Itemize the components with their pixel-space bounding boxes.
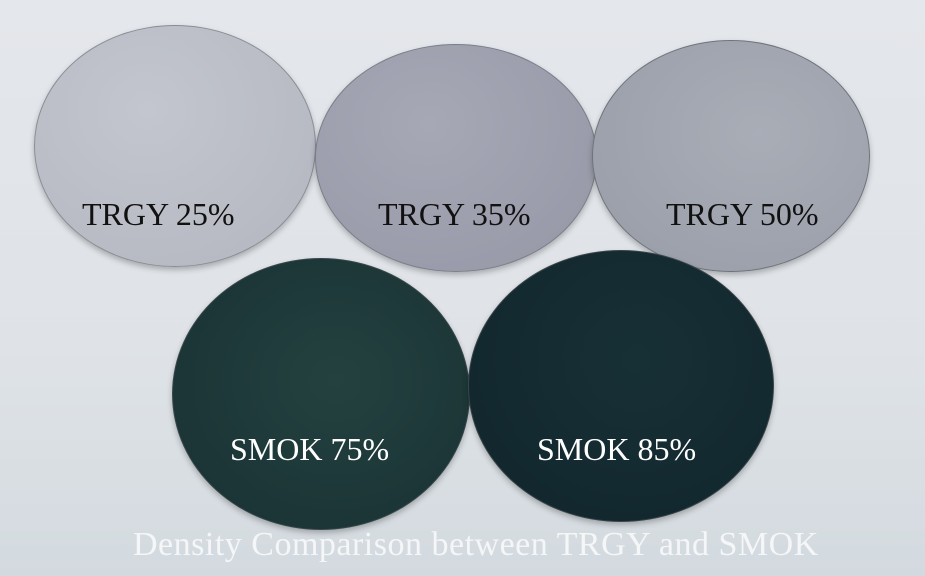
lens-smok-75 [172,258,470,530]
caption: Density Comparison between TRGY and SMOK [133,526,819,563]
label-trgy-25: TRGY 25% [82,196,235,232]
label-trgy-50: TRGY 50% [666,196,819,232]
lens-trgy-50 [592,40,870,272]
lens-smok-85 [468,250,774,522]
label-smok-85: SMOK 85% [537,431,697,467]
label-smok-75: SMOK 75% [230,431,390,467]
lens-trgy-35 [315,44,597,272]
label-trgy-35: TRGY 35% [378,196,531,232]
lens-trgy-25 [34,25,316,267]
